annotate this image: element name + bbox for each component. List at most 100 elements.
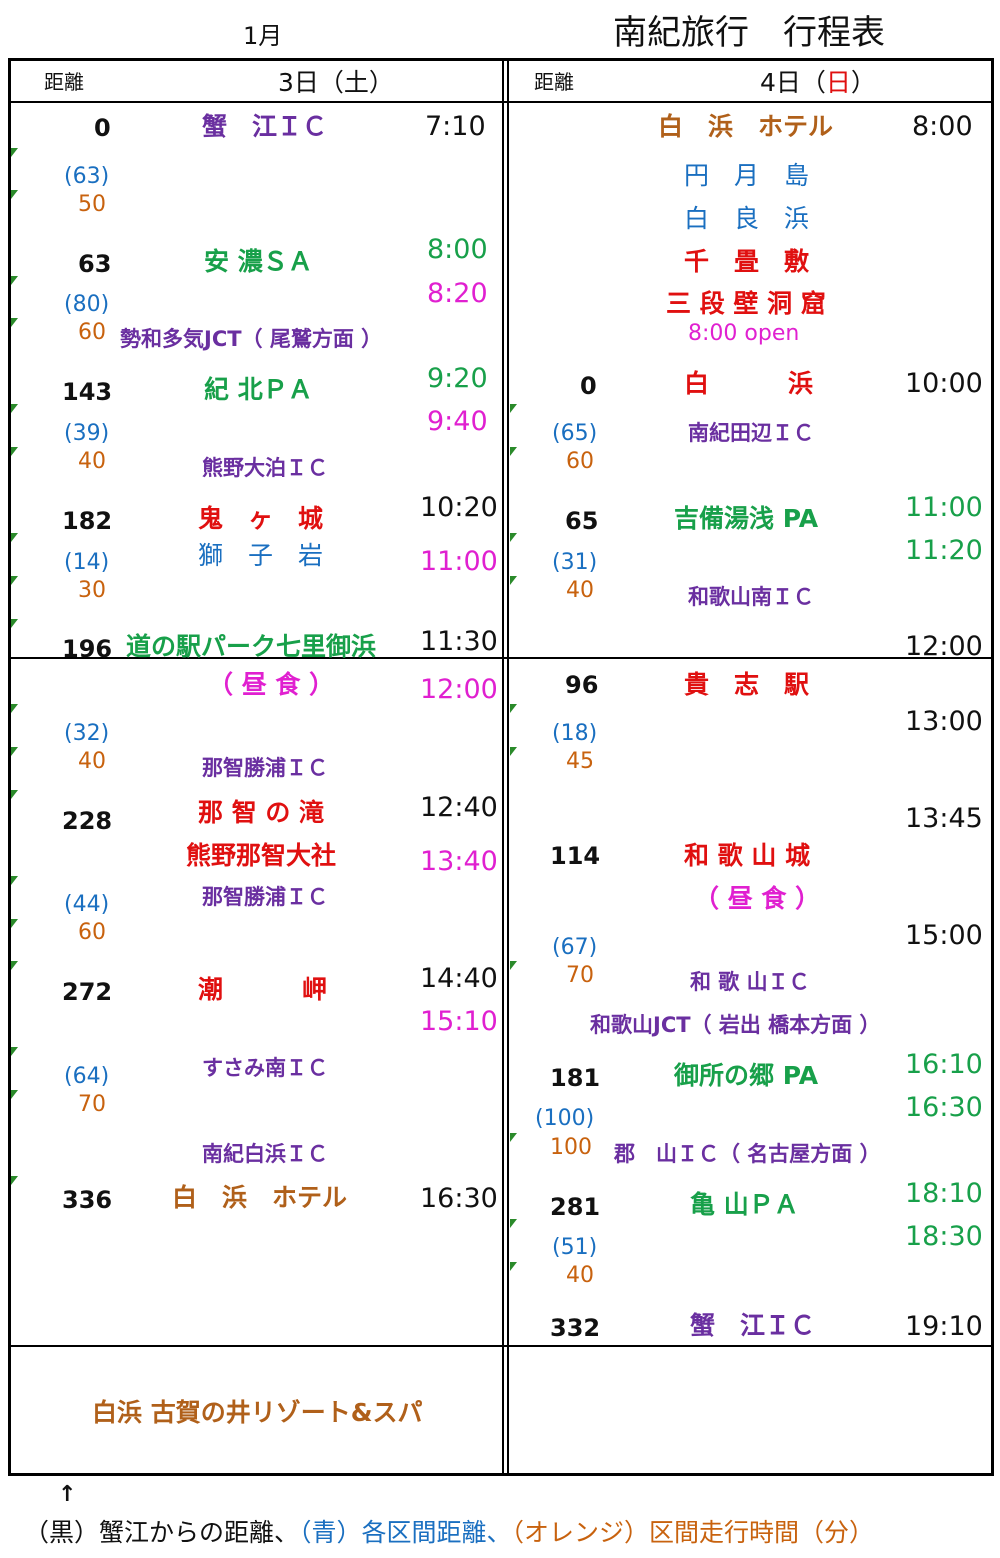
comment-marker	[510, 704, 517, 713]
route-note: 和歌山南ＩＣ	[688, 585, 814, 609]
place-onigajo: 鬼 ヶ 城	[198, 504, 324, 533]
distance-header-day2: 距離	[534, 70, 574, 94]
segment-minutes: 50	[78, 192, 106, 217]
legend: （黒）蟹江からの距離、（青）各区間距離、（オレンジ）区間走行時間（分）	[24, 1520, 874, 1545]
comment-marker	[11, 747, 18, 756]
comment-marker	[510, 404, 517, 413]
comment-marker	[11, 619, 18, 628]
place-wakayama-castle: 和 歌 山 城	[684, 841, 811, 870]
segment-minutes: 70	[78, 1092, 106, 1117]
comment-marker	[510, 1219, 517, 1228]
route-note: 和歌山JCT（ 岩出 橋本方面 ）	[590, 1013, 881, 1037]
comment-marker	[11, 190, 18, 199]
column-divider-b	[507, 60, 509, 1474]
comment-marker	[11, 276, 18, 285]
place-kanie-ic: 蟹 江ＩＣ	[202, 112, 328, 141]
place-goshonosato-pa: 御所の郷 PA	[674, 1061, 819, 1090]
segment-distance: (100)	[535, 1106, 595, 1131]
day2-header-suffix: ）	[850, 68, 876, 97]
comment-marker	[510, 533, 517, 542]
place-shirahama-a: 白	[684, 369, 710, 398]
route-note: 那智勝浦ＩＣ	[202, 885, 328, 909]
segment-distance: (14)	[64, 550, 110, 575]
lunch-label: （ 昼 食 ）	[694, 884, 821, 913]
place-kishi-station: 貴 志 駅	[684, 670, 810, 699]
segment-minutes: 40	[78, 449, 106, 474]
comment-marker	[11, 1176, 18, 1185]
legend-orange: （オレンジ）区間走行時間（分）	[511, 1518, 875, 1547]
time-depart: 16:30	[905, 1092, 983, 1123]
time-arrive: 10:20	[420, 492, 498, 523]
place-michinoeki: 道の駅パーク七里御浜	[126, 632, 377, 661]
segment-distance: (64)	[64, 1064, 110, 1089]
km-114: 114	[550, 842, 601, 870]
segment-minutes: 60	[566, 449, 594, 474]
comment-marker	[510, 447, 517, 456]
km-182: 182	[62, 507, 113, 535]
schedule-frame	[8, 58, 994, 1476]
segment-distance: (80)	[64, 292, 110, 317]
comment-marker	[11, 533, 18, 542]
time-depart: 11:20	[905, 535, 983, 566]
month-label: 1月	[243, 22, 283, 50]
time-arrive: 14:40	[420, 963, 498, 994]
comment-marker	[11, 148, 18, 157]
page-title: 南紀旅行 行程表	[613, 13, 885, 53]
time-arrive: 8:00	[427, 234, 488, 265]
segment-distance: (67)	[552, 935, 598, 960]
comment-marker	[510, 747, 517, 756]
column-divider-a	[502, 60, 504, 1474]
segment-minutes: 60	[78, 920, 106, 945]
place-kihoku-pa: 紀 北ＰＡ	[204, 375, 313, 404]
header-divider	[9, 101, 993, 103]
km-336: 336	[62, 1186, 113, 1214]
time-depart: 8:20	[427, 278, 488, 309]
place-kanie-ic: 蟹 江ＩＣ	[690, 1311, 816, 1340]
comment-marker	[11, 704, 18, 713]
route-note: 那智勝浦ＩＣ	[202, 756, 328, 780]
segment-distance: (31)	[552, 550, 598, 575]
comment-marker	[11, 447, 18, 456]
route-note: 勢和多気JCT（ 尾鷲方面 ）	[120, 327, 383, 351]
time-0710: 7:10	[425, 111, 486, 142]
time-1300: 13:00	[905, 706, 983, 737]
time-arrive: 16:10	[905, 1049, 983, 1080]
time-depart: 15:10	[420, 1006, 498, 1037]
time-depart: 9:40	[427, 406, 488, 437]
time-1630: 16:30	[420, 1183, 498, 1214]
sight-senjojiki: 千 畳 敷	[684, 247, 810, 276]
distance-header-day1: 距離	[44, 70, 84, 94]
km-332: 332	[550, 1314, 601, 1342]
km-63: 63	[78, 250, 112, 278]
segment-distance: (18)	[552, 721, 598, 746]
segment-minutes: 60	[78, 320, 106, 345]
km-196: 196	[62, 635, 113, 663]
time-1910: 19:10	[905, 1311, 983, 1342]
km-96: 96	[565, 671, 599, 699]
km-143: 143	[62, 378, 113, 406]
comment-marker	[11, 404, 18, 413]
place-shirahama-hotel: 白 浜 ホテル	[172, 1183, 348, 1212]
route-note: 南紀田辺ＩＣ	[688, 421, 814, 445]
comment-marker	[11, 790, 18, 799]
time-1500: 15:00	[905, 920, 983, 951]
segment-distance: (32)	[64, 721, 110, 746]
place-kameyama-pa: 亀 山ＰＡ	[690, 1190, 799, 1219]
time-arrive: 9:20	[427, 363, 488, 394]
comment-marker	[11, 576, 18, 585]
segment-distance: (44)	[64, 892, 110, 917]
comment-marker	[11, 919, 18, 928]
place-shirahama-b: 浜	[788, 369, 814, 398]
time-arrive: 18:10	[905, 1178, 983, 1209]
day2-header-prefix: 4日（	[760, 68, 826, 97]
comment-marker	[510, 1262, 517, 1271]
legend-black: （黒）蟹江からの距離、	[24, 1518, 300, 1547]
km-65: 65	[565, 507, 599, 535]
time-1200: 12:00	[420, 674, 498, 705]
place-kibi-yuasa-pa: 吉備湯浅 PA	[674, 504, 819, 533]
route-note: 和 歌 山ＩＣ	[690, 970, 810, 994]
place-shishiiwa: 獅 子 岩	[198, 541, 324, 570]
segment-minutes: 45	[566, 749, 594, 774]
km-228: 228	[62, 807, 113, 835]
comment-marker	[11, 1047, 18, 1056]
